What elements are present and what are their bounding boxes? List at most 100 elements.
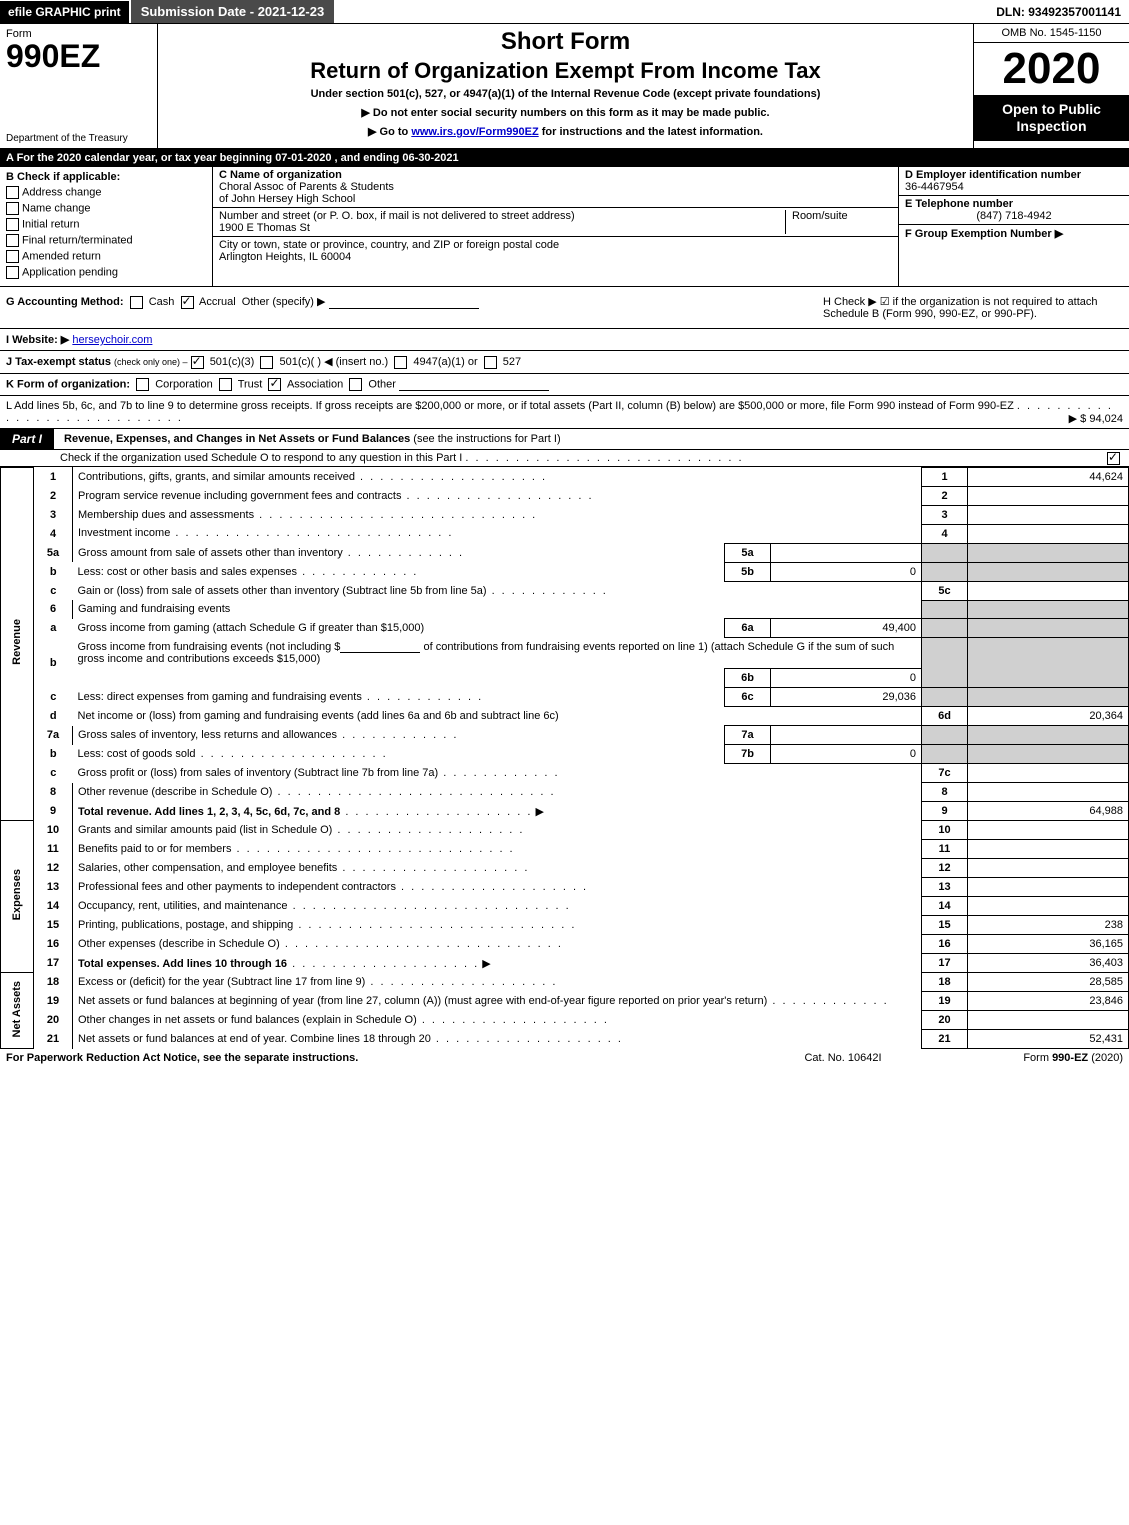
open-public: Open to Public Inspection [974,95,1129,141]
street-value: 1900 E Thomas St [219,222,785,234]
line-desc: Net income or (loss) from gaming and fun… [73,707,922,726]
cb-initial-return[interactable]: Initial return [6,218,206,231]
k-other-blank [399,390,549,391]
table-row: 21 Net assets or fund balances at end of… [1,1030,1129,1049]
right-val: 20,364 [968,707,1129,726]
line-desc: Printing, publications, postage, and shi… [73,916,922,935]
checkbox-icon [6,202,19,215]
line-desc: Gaming and fundraising events [73,600,922,619]
right-num-shaded [922,600,968,619]
omb-number: OMB No. 1545-1150 [974,24,1129,43]
l-text: L Add lines 5b, 6c, and 7b to line 9 to … [6,400,1014,412]
short-form-title: Short Form [166,28,965,56]
line-num: 7a [34,726,73,745]
right-val-shaded [968,745,1129,764]
line-desc: Less: direct expenses from gaming and fu… [73,688,725,707]
phone-block: E Telephone number (847) 718-4942 [899,196,1129,225]
line-num: 20 [34,1011,73,1030]
mid-val: 0 [771,745,922,764]
right-num: 15 [922,916,968,935]
mid-num: 7b [725,745,771,764]
line-desc: Excess or (deficit) for the year (Subtra… [73,973,922,992]
g-cash: Cash [149,296,175,308]
goto-pre: ▶ Go to [368,126,411,138]
line-desc: Other expenses (describe in Schedule O) [73,935,922,954]
k-assoc: Association [287,378,343,390]
right-val [968,764,1129,783]
checkbox-icon [6,218,19,231]
right-num-shaded [922,562,968,581]
checkbox-icon [6,186,19,199]
footer-right: Form 990-EZ (2020) [943,1052,1123,1064]
table-row: 7a Gross sales of inventory, less return… [1,726,1129,745]
right-num: 10 [922,821,968,840]
table-row: c Gain or (loss) from sale of assets oth… [1,581,1129,600]
line-num: 8 [34,783,73,802]
checkbox-icon [349,378,362,391]
right-val-shaded [968,562,1129,581]
part1-check-line: Check if the organization used Schedule … [0,450,1129,467]
line-desc: Net assets or fund balances at beginning… [73,992,922,1011]
table-row: Net Assets 18 Excess or (deficit) for th… [1,973,1129,992]
header-left: Form 990EZ Department of the Treasury [0,24,158,148]
checkbox-icon [6,250,19,263]
phone-value: (847) 718-4942 [905,210,1123,222]
f-label: F Group Exemption Number ▶ [905,227,1123,240]
line-num: 14 [34,897,73,916]
mid-val [771,543,922,562]
h-line: H Check ▶ ☑ if the organization is not r… [813,295,1123,320]
right-num: 12 [922,859,968,878]
table-row: 19 Net assets or fund balances at beginn… [1,992,1129,1011]
line-desc: Professional fees and other payments to … [73,878,922,897]
irs-link[interactable]: www.irs.gov/Form990EZ [411,126,538,138]
cb-address-change[interactable]: Address change [6,186,206,199]
table-row: 12 Salaries, other compensation, and emp… [1,859,1129,878]
dots [465,452,743,464]
form-header: Form 990EZ Department of the Treasury Sh… [0,24,1129,149]
cb-name-change[interactable]: Name change [6,202,206,215]
table-row: 20 Other changes in net assets or fund b… [1,1011,1129,1030]
line-desc: Occupancy, rent, utilities, and maintena… [73,897,922,916]
right-val-shaded [968,543,1129,562]
org-column: C Name of organization Choral Assoc of P… [213,167,898,286]
line-num: 10 [34,821,73,840]
line-num: 4 [34,524,73,543]
street-label: Number and street (or P. O. box, if mail… [219,210,785,222]
right-val [968,859,1129,878]
mid-num: 5b [725,562,771,581]
line-num: 15 [34,916,73,935]
table-row: 16 Other expenses (describe in Schedule … [1,935,1129,954]
mid-val: 29,036 [771,688,922,707]
department-label: Department of the Treasury [6,133,151,144]
cb-application-pending[interactable]: Application pending [6,266,206,279]
line-num: c [34,688,73,707]
org-name-row: C Name of organization Choral Assoc of P… [213,167,898,208]
table-row: 17 Total expenses. Add lines 10 through … [1,954,1129,973]
submission-date: Submission Date - 2021-12-23 [131,0,335,23]
website-link[interactable]: herseychoir.com [72,334,152,346]
cb-final-return[interactable]: Final return/terminated [6,234,206,247]
right-num: 5c [922,581,968,600]
netassets-side-label: Net Assets [1,973,34,1049]
right-num: 9 [922,802,968,821]
line-num: 16 [34,935,73,954]
line-num: 18 [34,973,73,992]
right-val: 23,846 [968,992,1129,1011]
table-row: 9 Total revenue. Add lines 1, 2, 3, 4, 5… [1,802,1129,821]
right-num: 17 [922,954,968,973]
table-row: 8 Other revenue (describe in Schedule O)… [1,783,1129,802]
line-num: 6 [34,600,73,619]
b-title: B Check if applicable: [6,171,206,183]
revenue-side-label: Revenue [1,467,34,821]
right-val: 64,988 [968,802,1129,821]
right-val-shaded [968,600,1129,619]
d-label: D Employer identification number [905,169,1123,181]
g-line: G Accounting Method: Cash Accrual Other … [6,295,813,320]
expenses-side-label: Expenses [1,821,34,973]
checkbox-icon [130,296,143,309]
right-num-shaded [922,543,968,562]
right-num: 13 [922,878,968,897]
table-row: b Less: cost of goods sold 7b 0 [1,745,1129,764]
j-sub: (check only one) – [114,357,188,367]
cb-amended-return[interactable]: Amended return [6,250,206,263]
